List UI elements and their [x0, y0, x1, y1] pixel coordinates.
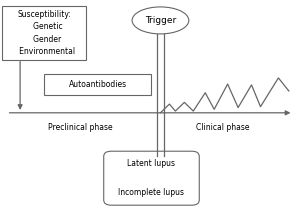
FancyBboxPatch shape: [44, 74, 152, 95]
Text: Preclinical phase: Preclinical phase: [47, 123, 112, 132]
Text: Autoantibodies: Autoantibodies: [69, 80, 127, 89]
Text: Trigger: Trigger: [145, 16, 176, 25]
Text: Latent lupus

Incomplete lupus: Latent lupus Incomplete lupus: [118, 159, 184, 197]
FancyBboxPatch shape: [104, 151, 199, 205]
FancyBboxPatch shape: [2, 6, 86, 60]
Ellipse shape: [132, 7, 189, 34]
Text: Susceptibility:
   Genetic
   Gender
   Environmental: Susceptibility: Genetic Gender Environme…: [12, 10, 76, 56]
Text: Clinical phase: Clinical phase: [196, 123, 250, 132]
